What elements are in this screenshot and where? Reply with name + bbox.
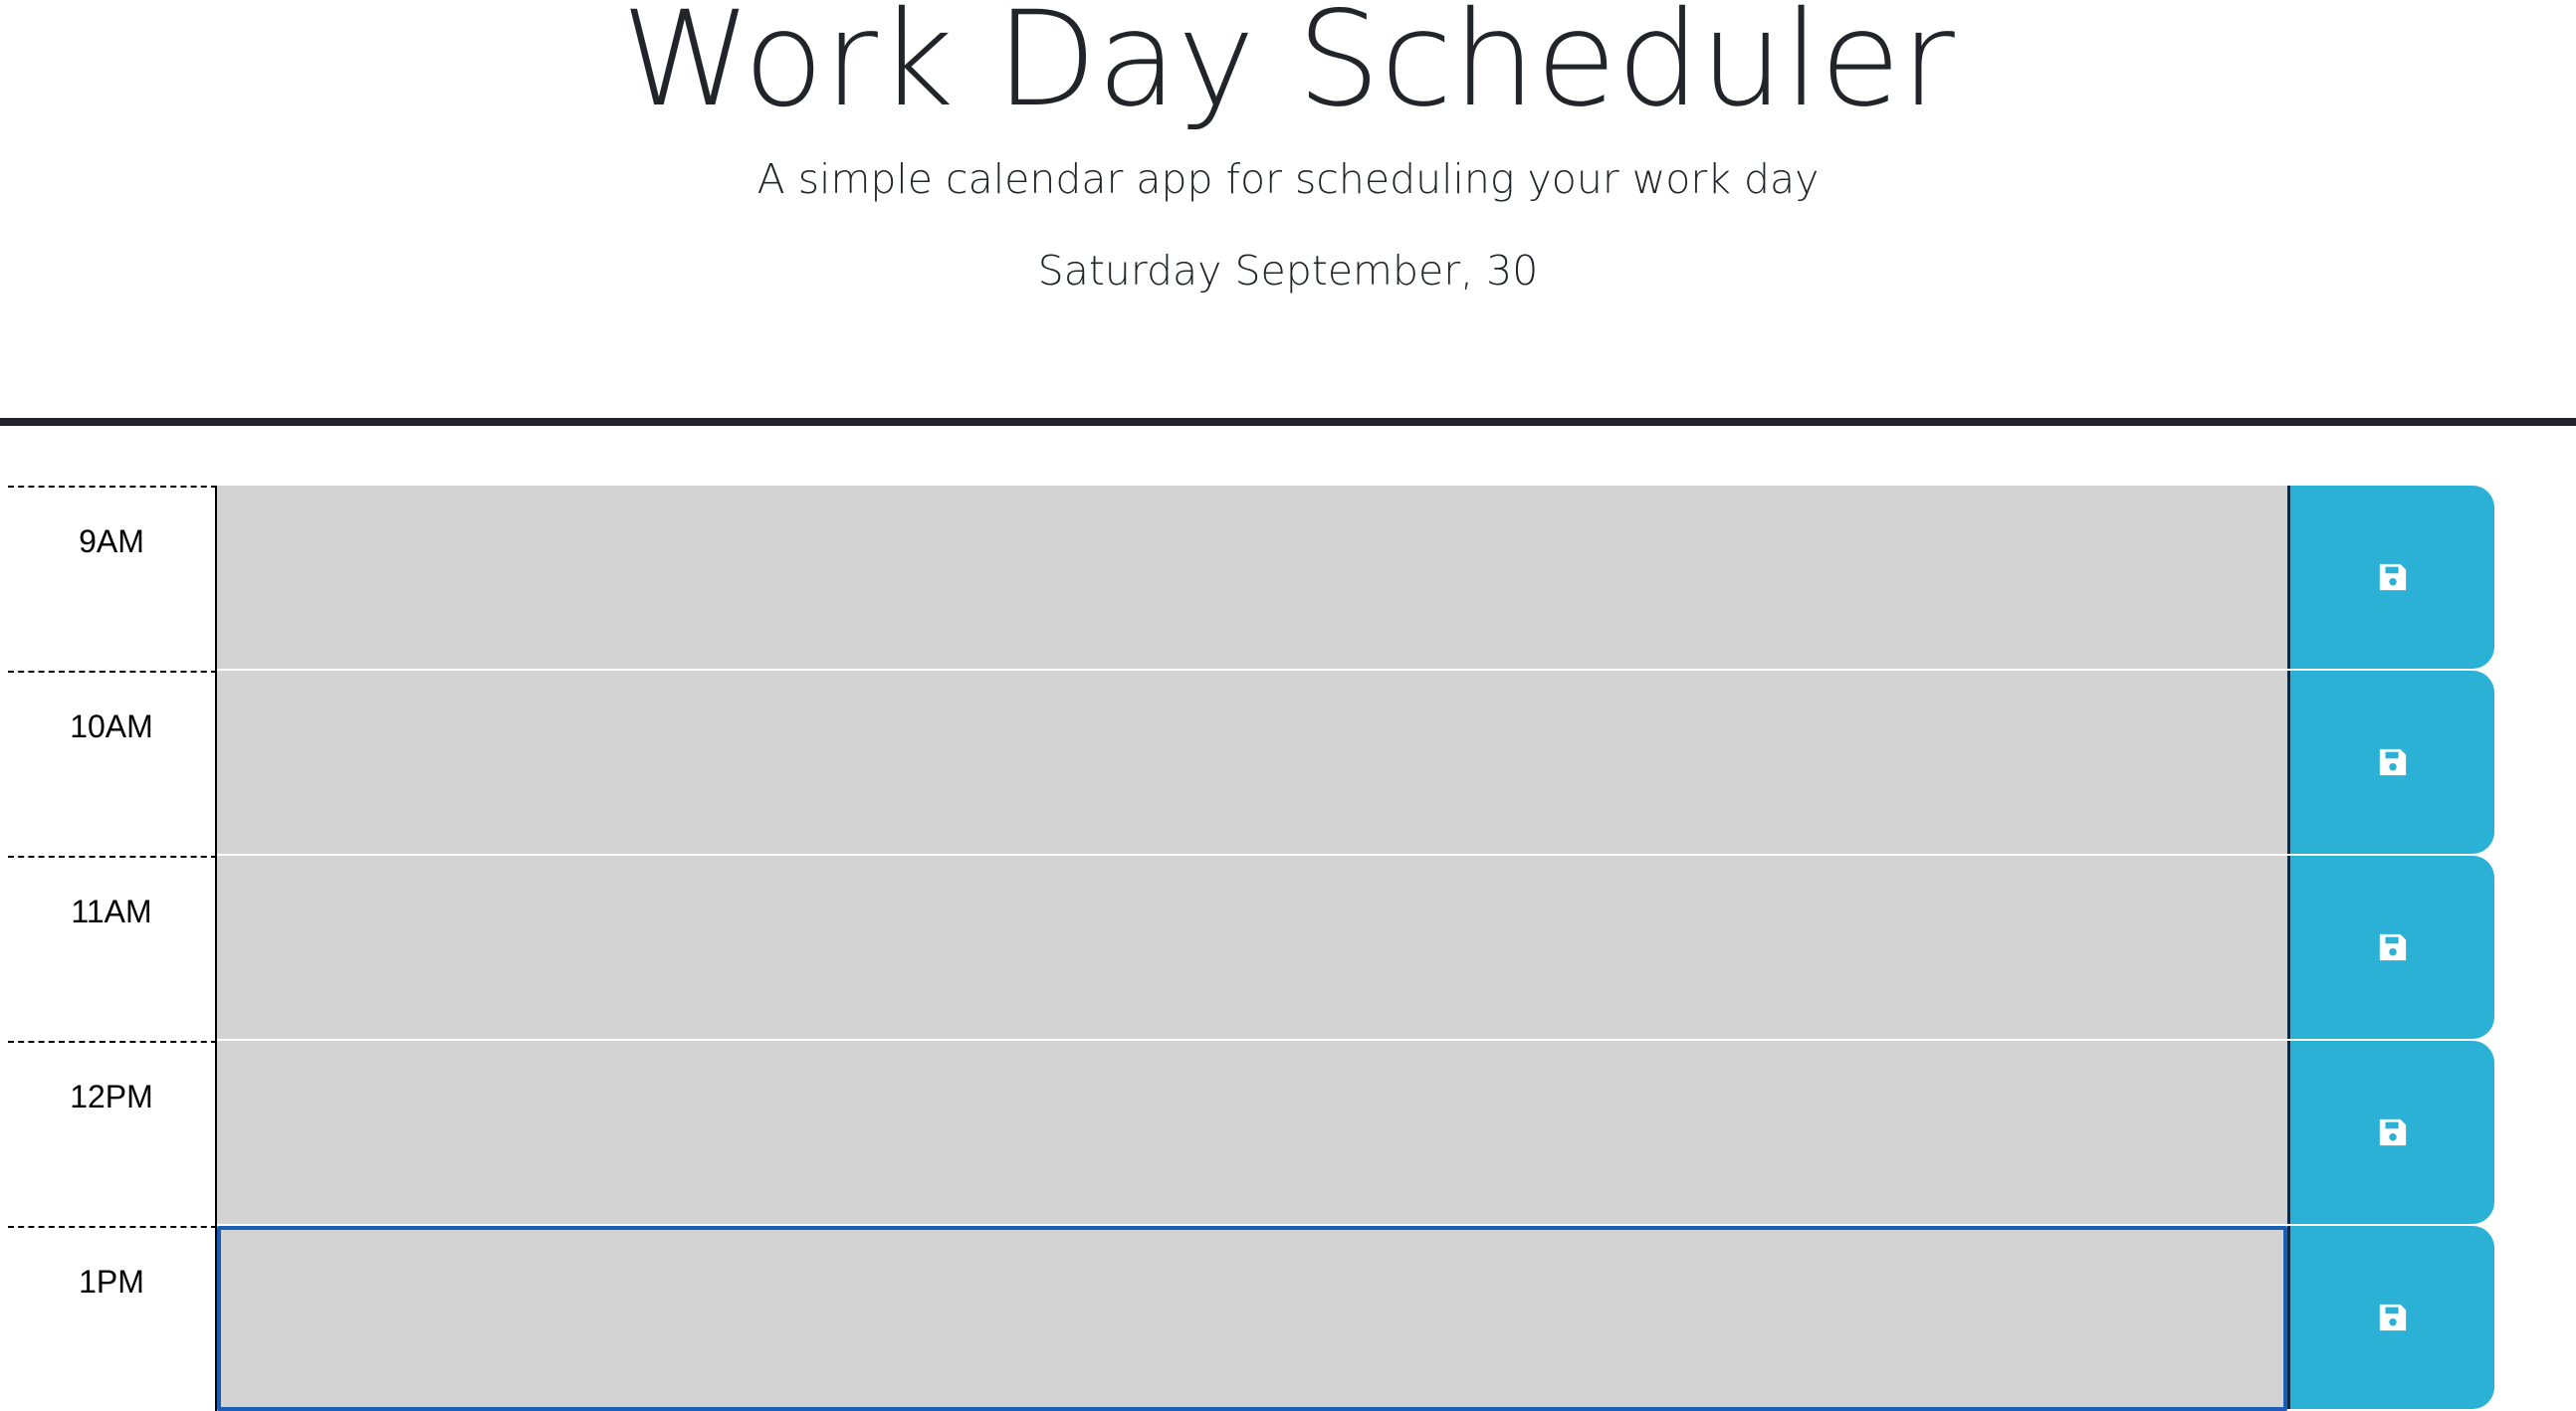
description-input[interactable] [217,671,2287,856]
time-blocks-container: 9AM 10AM 11AM [0,486,2576,1411]
description-input[interactable] [217,1226,2287,1411]
save-icon [2379,563,2406,591]
save-icon [2379,933,2406,961]
save-button[interactable] [2287,1226,2494,1409]
hour-label: 11AM [8,856,217,1041]
time-block-12pm: 12PM [0,1041,2576,1226]
description-input[interactable] [217,1041,2287,1226]
description-input[interactable] [217,486,2287,671]
page-title: Work Day Scheduler [621,0,1955,136]
jumbotron-header: Work Day Scheduler A simple calendar app… [0,0,2576,426]
time-block-9am: 9AM [0,486,2576,671]
time-block-1pm: 1PM [0,1226,2576,1411]
hour-label: 10AM [8,671,217,856]
hour-label: 1PM [8,1226,217,1411]
current-day: Saturday September, 30 [1037,247,1539,295]
time-block-11am: 11AM [0,856,2576,1041]
save-button[interactable] [2287,671,2494,854]
time-block-10am: 10AM [0,671,2576,856]
save-button[interactable] [2287,1041,2494,1224]
hour-label: 9AM [8,486,217,671]
save-icon [2379,1304,2406,1331]
save-button[interactable] [2287,486,2494,669]
hour-label: 12PM [8,1041,217,1226]
page-subtitle: A simple calendar app for scheduling you… [756,155,1820,203]
save-button[interactable] [2287,856,2494,1039]
save-icon [2379,1118,2406,1146]
save-icon [2379,748,2406,776]
description-input[interactable] [217,856,2287,1041]
